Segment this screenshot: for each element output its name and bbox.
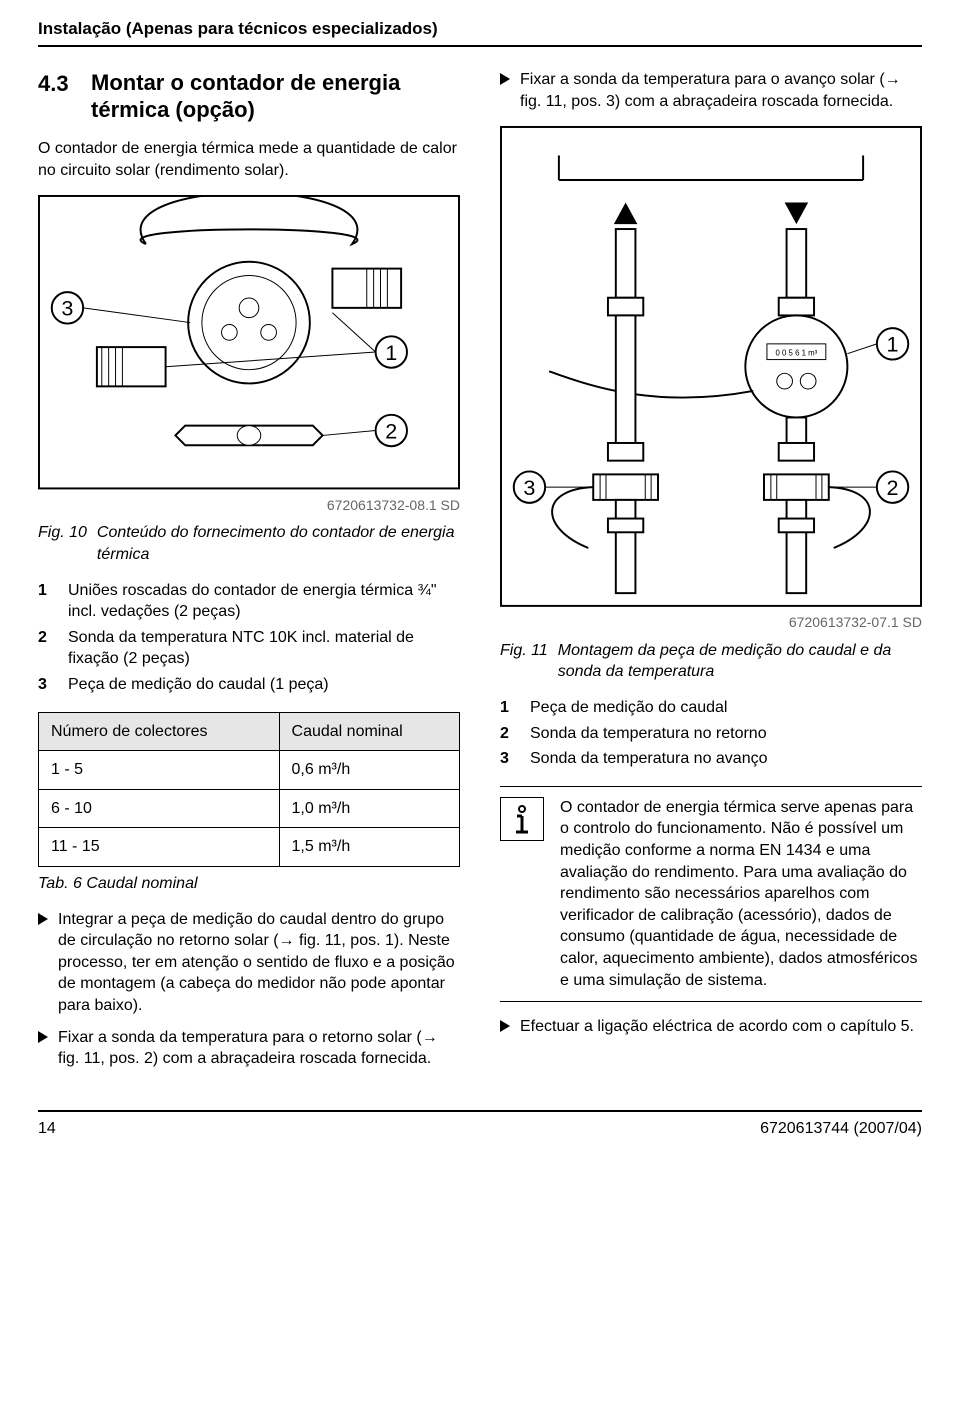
legend-num: 1 (500, 697, 520, 719)
triangle-icon (500, 73, 510, 112)
svg-text:1: 1 (385, 340, 397, 365)
figure-10-svg: 3 1 2 (38, 195, 460, 489)
figure-11-caption: Fig. 11 Montagem da peça de medição do c… (500, 640, 922, 683)
right-column: Fixar a sonda da temperatura para o avan… (500, 69, 922, 1084)
info-box: O contador de energia térmica serve apen… (500, 786, 922, 1002)
table-row: 1 - 5 0,6 m³/h (39, 751, 460, 790)
figure-11-ref: 6720613732-07.1 SD (500, 613, 922, 632)
list-item: Fixar a sonda da temperatura para o avan… (500, 69, 922, 112)
table-cell: 1,5 m³/h (279, 828, 459, 867)
figure-10-ref: 6720613732-08.1 SD (38, 496, 460, 515)
list-item: Efectuar a ligação eléctrica de acordo c… (500, 1016, 922, 1038)
legend-row: 1 Peça de medição do caudal (500, 697, 922, 719)
header-rule (38, 45, 922, 47)
legend-row: 3 Peça de medição do caudal (1 peça) (38, 674, 460, 696)
table-row: 6 - 10 1,0 m³/h (39, 789, 460, 828)
list-text: Fixar a sonda da temperatura para o reto… (58, 1027, 460, 1070)
svg-text:3: 3 (61, 296, 73, 321)
svg-text:2: 2 (385, 419, 397, 444)
two-column-layout: 4.3 Montar o contador de energia térmica… (38, 69, 922, 1084)
legend-row: 2 Sonda da temperatura no retorno (500, 723, 922, 745)
section-number: 4.3 (38, 69, 69, 99)
svg-text:2: 2 (887, 475, 899, 500)
left-bullet-list: Integrar a peça de medição do caudal den… (38, 909, 460, 1070)
right-top-bullet-list: Fixar a sonda da temperatura para o avan… (500, 69, 922, 112)
page-header-title: Instalação (Apenas para técnicos especia… (38, 18, 922, 41)
figure-11-legend: 1 Peça de medição do caudal 2 Sonda da t… (500, 697, 922, 770)
figure-11-text: Montagem da peça de medição do caudal e … (558, 640, 922, 683)
legend-text: Sonda da temperatura NTC 10K incl. mater… (68, 627, 460, 670)
figure-11: 0 0 5 6 1 m³ (500, 126, 922, 607)
list-item: Integrar a peça de medição do caudal den… (38, 909, 460, 1017)
figure-10-caption: Fig. 10 Conteúdo do fornecimento do cont… (38, 522, 460, 565)
svg-text:1: 1 (887, 332, 899, 357)
svg-text:3: 3 (523, 475, 535, 500)
info-icon (500, 797, 544, 841)
legend-num: 1 (38, 580, 58, 623)
legend-row: 3 Sonda da temperatura no avanço (500, 748, 922, 770)
svg-text:0 0 5 6 1 m³: 0 0 5 6 1 m³ (775, 349, 817, 358)
table-cell: 1,0 m³/h (279, 789, 459, 828)
table-cell: 1 - 5 (39, 751, 280, 790)
legend-row: 1 Uniões roscadas do contador de energia… (38, 580, 460, 623)
figure-10-text: Conteúdo do fornecimento do contador de … (97, 522, 460, 565)
table-cell: 0,6 m³/h (279, 751, 459, 790)
figure-11-num: Fig. 11 (500, 640, 548, 683)
right-bottom-bullet-list: Efectuar a ligação eléctrica de acordo c… (500, 1016, 922, 1038)
table-row: 11 - 15 1,5 m³/h (39, 828, 460, 867)
left-column: 4.3 Montar o contador de energia térmica… (38, 69, 460, 1084)
legend-num: 2 (500, 723, 520, 745)
triangle-icon (38, 913, 48, 1017)
table-header: Caudal nominal (279, 712, 459, 751)
figure-10-legend: 1 Uniões roscadas do contador de energia… (38, 580, 460, 696)
page-number: 14 (38, 1118, 56, 1140)
triangle-icon (500, 1020, 510, 1038)
list-text: Integrar a peça de medição do caudal den… (58, 909, 460, 1017)
legend-text: Uniões roscadas do contador de energia t… (68, 580, 460, 623)
section-title: Montar o contador de energia térmica (op… (91, 69, 431, 124)
legend-text: Peça de medição do caudal (530, 697, 727, 719)
flow-table: Número de colectores Caudal nominal 1 - … (38, 712, 460, 867)
table-cell: 11 - 15 (39, 828, 280, 867)
table-header: Número de colectores (39, 712, 280, 751)
triangle-icon (38, 1031, 48, 1070)
legend-text: Sonda da temperatura no retorno (530, 723, 767, 745)
table-caption: Tab. 6 Caudal nominal (38, 873, 460, 895)
page-footer: 14 6720613744 (2007/04) (38, 1110, 922, 1140)
legend-row: 2 Sonda da temperatura NTC 10K incl. mat… (38, 627, 460, 670)
figure-11-svg: 0 0 5 6 1 m³ (500, 126, 922, 607)
legend-num: 3 (500, 748, 520, 770)
section-intro: O contador de energia térmica mede a qua… (38, 138, 460, 181)
list-text: Efectuar a ligação eléctrica de acordo c… (520, 1016, 914, 1038)
table-cell: 6 - 10 (39, 789, 280, 828)
legend-num: 2 (38, 627, 58, 670)
legend-text: Sonda da temperatura no avanço (530, 748, 768, 770)
figure-10-num: Fig. 10 (38, 522, 87, 565)
info-text: O contador de energia térmica serve apen… (560, 797, 922, 991)
legend-num: 3 (38, 674, 58, 696)
list-text: Fixar a sonda da temperatura para o avan… (520, 69, 922, 112)
doc-number: 6720613744 (2007/04) (760, 1118, 922, 1140)
figure-10: 3 1 2 (38, 195, 460, 489)
legend-text: Peça de medição do caudal (1 peça) (68, 674, 329, 696)
section-heading: 4.3 Montar o contador de energia térmica… (38, 69, 460, 124)
list-item: Fixar a sonda da temperatura para o reto… (38, 1027, 460, 1070)
